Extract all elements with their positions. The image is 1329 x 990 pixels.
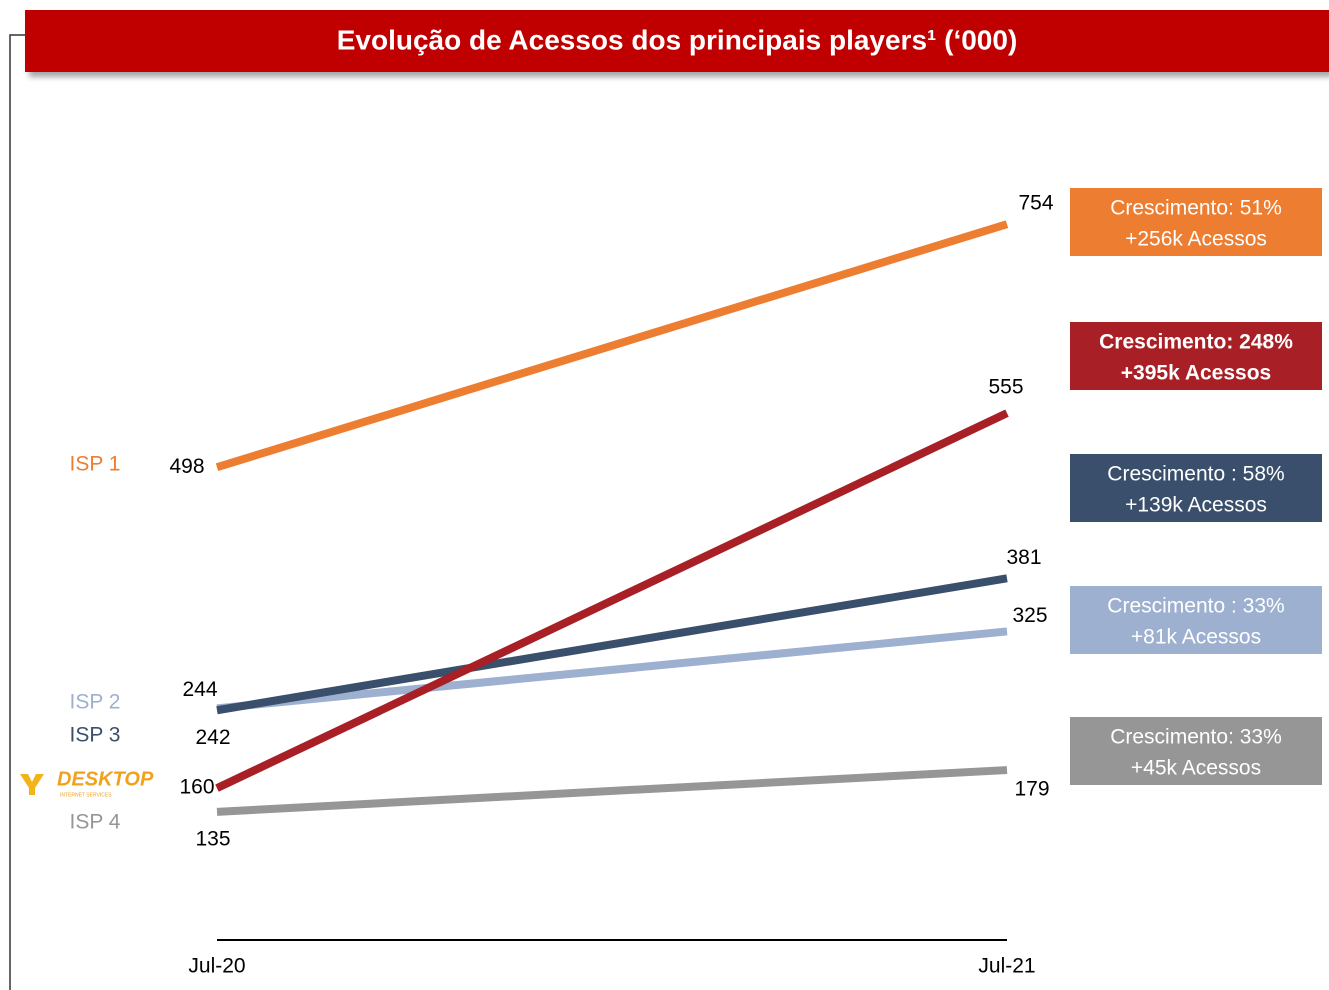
series-subtitle: INTERNET SERVICES bbox=[60, 792, 112, 798]
annotation-text: +45k Acessos bbox=[1131, 757, 1261, 780]
title-banner bbox=[25, 10, 1329, 72]
value-label: 381 bbox=[1006, 546, 1041, 569]
series-name: DESKTOP bbox=[57, 768, 154, 790]
series-name: ISP 4 bbox=[70, 811, 121, 834]
value-label: 244 bbox=[182, 678, 217, 701]
value-label: 325 bbox=[1012, 604, 1047, 627]
annotation-text: Crescimento : 58% bbox=[1107, 463, 1284, 486]
value-label: 754 bbox=[1018, 192, 1053, 215]
annotation-text: Crescimento : 33% bbox=[1107, 595, 1284, 618]
annotation-box bbox=[1070, 188, 1322, 256]
value-label: 179 bbox=[1014, 778, 1049, 801]
annotation-box bbox=[1070, 586, 1322, 654]
logo-icon bbox=[20, 774, 44, 795]
annotation-box bbox=[1070, 322, 1322, 390]
value-label: 242 bbox=[195, 726, 230, 749]
series-line bbox=[216, 627, 1008, 713]
annotation-text: Crescimento: 33% bbox=[1110, 726, 1282, 749]
x-tick-label: Jul-21 bbox=[978, 955, 1035, 978]
chart-title: Evolução de Acessos dos principais playe… bbox=[337, 24, 1018, 55]
series-line bbox=[215, 409, 1009, 792]
annotation-box bbox=[1070, 454, 1322, 522]
annotation-text: Crescimento: 248% bbox=[1099, 331, 1293, 354]
series-line bbox=[215, 220, 1009, 472]
annotation-text: +395k Acessos bbox=[1121, 362, 1271, 385]
series-name: ISP 3 bbox=[70, 724, 121, 747]
value-label: 160 bbox=[179, 776, 214, 799]
annotation-box bbox=[1070, 717, 1322, 785]
bracket bbox=[9, 34, 25, 990]
annotation-text: +81k Acessos bbox=[1131, 626, 1261, 649]
value-label: 498 bbox=[169, 455, 204, 478]
value-label: 135 bbox=[195, 827, 230, 850]
series-line bbox=[216, 574, 1008, 715]
value-label: 555 bbox=[988, 376, 1023, 399]
annotation-text: +256k Acessos bbox=[1125, 228, 1267, 251]
series-name: ISP 2 bbox=[70, 691, 121, 714]
series-line bbox=[216, 766, 1008, 816]
annotation-text: Crescimento: 51% bbox=[1110, 197, 1282, 220]
series-name: ISP 1 bbox=[70, 453, 121, 476]
annotation-text: +139k Acessos bbox=[1125, 494, 1267, 517]
x-tick-label: Jul-20 bbox=[188, 955, 245, 978]
